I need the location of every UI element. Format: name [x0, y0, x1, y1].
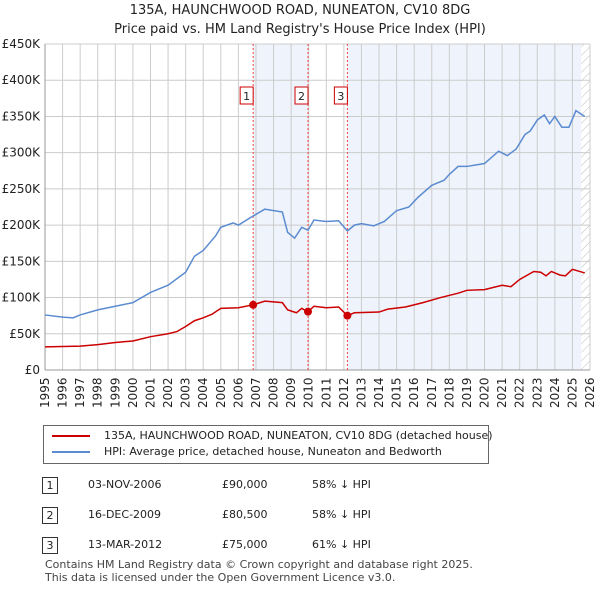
x-tick-label: 2016 — [407, 377, 421, 408]
x-tick-label: 2003 — [179, 377, 193, 408]
y-tick-label: £50K — [9, 327, 41, 341]
y-tick-label: £100K — [2, 291, 42, 305]
transaction-number: 3 — [42, 537, 58, 554]
x-tick-label: 2009 — [284, 377, 298, 408]
y-tick-label: £300K — [2, 146, 42, 160]
x-tick-label: 1996 — [56, 377, 70, 408]
transaction-date: 16-DEC-2009 — [88, 508, 162, 521]
x-tick-label: 2005 — [214, 377, 228, 408]
sale-label-box — [294, 86, 309, 105]
x-tick-label: 2022 — [513, 377, 527, 408]
x-tick-label: 2023 — [530, 377, 544, 408]
x-tick-label: 2025 — [565, 377, 579, 408]
x-tick-label: 2024 — [548, 377, 562, 408]
chart-plot: 1995 1996 1997 1998 1999 2000 2001 2002 2003 2004… — [2, 37, 597, 408]
x-tick-label: 2014 — [372, 377, 386, 408]
chart-subtitle: Price paid vs. HM Land Registry's House … — [114, 22, 486, 37]
x-tick-label: 2001 — [143, 377, 157, 408]
transaction-number: 1 — [42, 477, 58, 494]
legend-label: 135A, HAUNCHWOOD ROAD, NUNEATON, CV10 8D… — [104, 429, 493, 442]
x-tick-label: 2010 — [302, 377, 316, 408]
transaction-date: 13-MAR-2012 — [88, 538, 163, 551]
chart-title: 135A, HAUNCHWOOD ROAD, NUNEATON, CV10 8D… — [129, 3, 471, 18]
footer-line-2: This data is licensed under the Open Gov… — [45, 571, 396, 584]
transaction-hpi-diff: 58% ↓ HPI — [312, 478, 371, 491]
transaction-hpi-diff: 58% ↓ HPI — [312, 508, 371, 521]
forecast-hatch — [581, 44, 590, 370]
transaction-number: 2 — [42, 507, 58, 524]
x-tick-label: 2006 — [231, 377, 245, 408]
x-tick-label: 2019 — [460, 377, 474, 408]
x-tick-label: 1999 — [108, 377, 122, 408]
transaction-date: 03-NOV-2006 — [88, 478, 162, 491]
x-tick-label: 2002 — [161, 377, 175, 408]
x-tick-label: 2008 — [267, 377, 281, 408]
series-line-property — [44, 268, 585, 348]
y-tick-label: £350K — [2, 109, 42, 123]
y-tick-label: £250K — [2, 182, 42, 196]
x-tick-label: 2011 — [319, 377, 333, 408]
transaction-price: £80,500 — [222, 508, 268, 521]
y-tick-label: £200K — [2, 218, 42, 232]
sale-label-box — [239, 86, 254, 105]
footer-line-1: Contains HM Land Registry data © Crown c… — [45, 558, 473, 571]
x-tick-label: 2013 — [354, 377, 368, 408]
x-tick-label: 1998 — [91, 377, 105, 408]
y-tick-label: £150K — [2, 254, 42, 268]
shaded-region — [347, 44, 582, 370]
x-tick-label: 2007 — [249, 377, 263, 408]
x-tick-label: 2012 — [337, 377, 351, 408]
series-line-hpi — [44, 109, 586, 319]
legend-label: HPI: Average price, detached house, Nune… — [104, 445, 442, 458]
legend: 135A, HAUNCHWOOD ROAD, NUNEATON, CV10 8D… — [43, 425, 493, 464]
transaction-hpi-diff: 61% ↓ HPI — [312, 538, 371, 551]
sale-point — [343, 311, 352, 320]
sale-label: 2 — [298, 90, 305, 103]
sale-point — [249, 300, 258, 309]
y-tick-label: £0 — [25, 363, 40, 377]
y-tick-label: £400K — [2, 73, 42, 87]
x-tick-label: 2026 — [583, 377, 597, 408]
x-tick-label: 2020 — [478, 377, 492, 408]
sale-point — [304, 307, 313, 316]
x-tick-label: 2017 — [425, 377, 439, 408]
transaction-price: £75,000 — [222, 538, 268, 551]
x-tick-label: 2015 — [390, 377, 404, 408]
x-tick-label: 2021 — [495, 377, 509, 408]
sale-label-box — [333, 86, 348, 105]
x-tick-label: 2018 — [442, 377, 456, 408]
y-tick-label: £450K — [2, 37, 42, 51]
x-tick-label: 1997 — [73, 377, 87, 408]
sale-label: 1 — [243, 90, 250, 103]
x-tick-label: 2000 — [126, 377, 140, 408]
x-tick-label: 2004 — [196, 377, 210, 408]
transaction-price: £90,000 — [222, 478, 268, 491]
sale-label: 3 — [337, 90, 344, 103]
x-tick-label: 1995 — [38, 377, 52, 408]
legend-item-property: 135A, HAUNCHWOOD ROAD, NUNEATON, CV10 8D… — [52, 428, 493, 444]
legend-item-hpi: HPI: Average price, detached house, Nune… — [52, 444, 442, 460]
